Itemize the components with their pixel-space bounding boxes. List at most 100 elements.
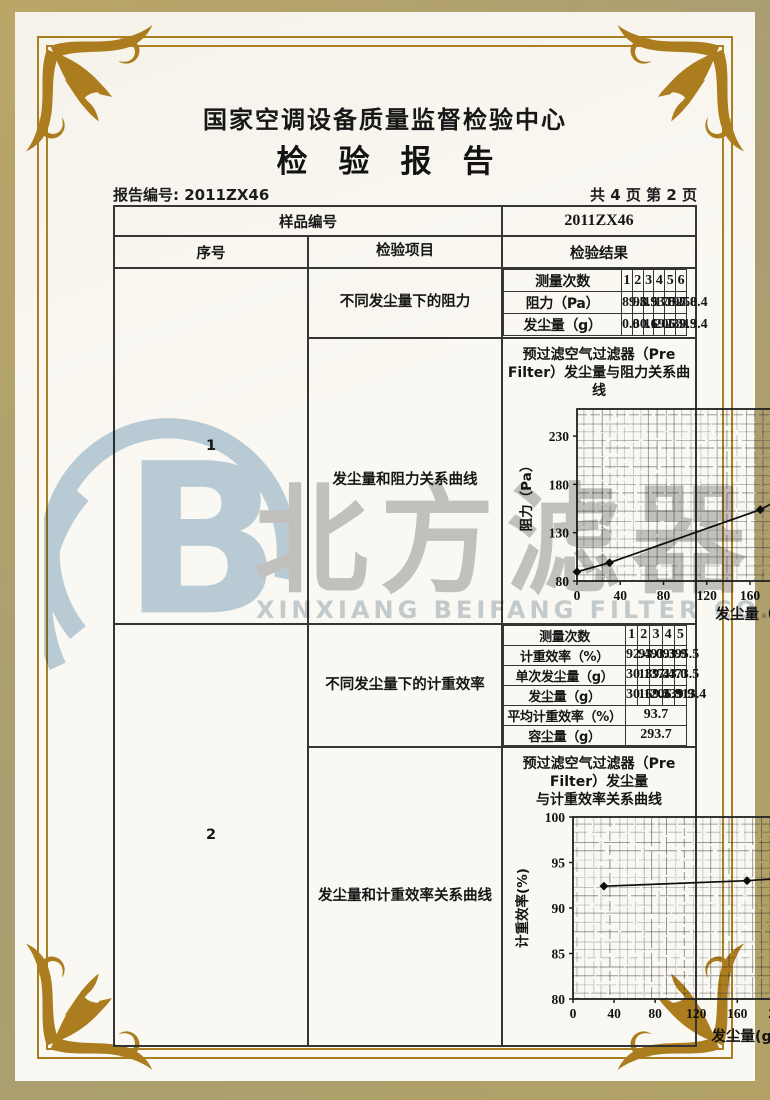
table-cell: 93.9 bbox=[661, 644, 687, 666]
table-cell: 169.5 bbox=[642, 313, 675, 336]
table-cell: 206.9 bbox=[653, 313, 686, 336]
table-row: 2 不同发尘量下的计重效率 测量次数 1 2 3 4 5 计重效率（%） 92.4 93.0 93… bbox=[113, 622, 706, 1048]
table-cell: 93.0 bbox=[637, 644, 663, 666]
table-cell: 139.4 bbox=[637, 664, 670, 686]
table-row: 容尘量（g） 293.7 bbox=[503, 724, 687, 746]
sample-row: 样品编号 2011ZX46 bbox=[113, 205, 697, 237]
row-label: 容尘量（g） bbox=[503, 724, 626, 746]
resistance-chart-block: 预过滤空气过滤器（Pre Filter）发尘量与阻力关系曲线 0 40 80 120 1… bbox=[503, 339, 770, 623]
table-row: 测量次数 1 2 3 4 5 bbox=[503, 624, 688, 646]
svg-text:80: 80 bbox=[552, 992, 566, 1007]
table-cell: 197.8 bbox=[664, 291, 697, 314]
table-cell: 30.1 bbox=[624, 664, 651, 686]
header-row: 序号 检验项目 检验结果 bbox=[113, 235, 697, 269]
table-cell: 3 bbox=[649, 624, 663, 646]
efficiency-chart-title-line2: 与计重效率关系曲线 bbox=[536, 791, 662, 808]
table-cell: 30.1 bbox=[631, 313, 657, 336]
row-label: 单次发尘量（g） bbox=[503, 664, 626, 686]
efficiency-chart: 0408012016020024028032080859095100发尘量(g)… bbox=[514, 811, 770, 1045]
col-header-result: 检验结果 bbox=[501, 235, 697, 269]
efficiency-chart-block: 预过滤空气过滤器（Pre Filter）发尘量 与计重效率关系曲线 0 40 80 1… bbox=[503, 748, 770, 1045]
svg-text:80: 80 bbox=[657, 588, 671, 603]
table-cell: 33.0 bbox=[661, 664, 687, 686]
svg-text:80: 80 bbox=[556, 574, 570, 589]
svg-text:95: 95 bbox=[552, 856, 566, 871]
table-cell: 175.8 bbox=[653, 291, 686, 314]
svg-text:120: 120 bbox=[697, 588, 718, 603]
report-title: 检 验 报 告 bbox=[276, 144, 494, 180]
svg-text:40: 40 bbox=[607, 1006, 621, 1021]
table-cell: 239.9 bbox=[661, 684, 694, 706]
table-row: 计重效率（%） 92.4 93.0 93.3 93.9 95.5 bbox=[503, 644, 699, 666]
svg-text:180: 180 bbox=[549, 477, 570, 492]
svg-text:85: 85 bbox=[552, 947, 566, 962]
table-row: 1 不同发尘量下的阻力 测量次数 1 2 3 4 5 6 阻力（Pa） 89.5 98.9 153.… bbox=[113, 267, 708, 625]
col-header-item: 检验项目 bbox=[307, 235, 503, 269]
col-header-seq: 序号 bbox=[113, 235, 309, 269]
table-cell: 250.4 bbox=[675, 291, 708, 314]
sample-value: 2011ZX46 bbox=[501, 205, 697, 237]
svg-text:发尘量（g）: 发尘量（g） bbox=[715, 605, 770, 623]
section1-seq: 1 bbox=[113, 267, 309, 625]
resistance-chart-title: 预过滤空气过滤器（Pre Filter）发尘量与阻力关系曲线 bbox=[507, 347, 691, 400]
row-label: 阻力（Pa） bbox=[503, 291, 622, 314]
report-number: 报告编号: 2011ZX46 bbox=[113, 186, 270, 204]
table-cell: 73.5 bbox=[673, 664, 699, 686]
table-row: 发尘量和阻力关系曲线 预过滤空气过滤器（Pre Filter）发尘量与阻力关系曲… bbox=[114, 337, 770, 625]
table-cell: 313.4 bbox=[675, 313, 708, 336]
table-row: 平均计重效率（%） 93.7 bbox=[503, 704, 687, 726]
table-cell: 37.4 bbox=[649, 664, 675, 686]
merged-value-cell: 293.7 bbox=[625, 724, 687, 746]
main-table: 样品编号 2011ZX46 序号 检验项目 检验结果 1 不同发尘量下的阻力 测… bbox=[113, 205, 770, 1048]
row-label: 测量次数 bbox=[503, 269, 622, 292]
svg-text:90: 90 bbox=[552, 901, 566, 916]
svg-text:160: 160 bbox=[727, 1006, 748, 1021]
table-cell: 2 bbox=[637, 624, 651, 646]
row-label: 计重效率（%） bbox=[503, 644, 626, 666]
svg-text:40: 40 bbox=[613, 588, 627, 603]
table-row: 发尘量和计重效率关系曲线 预过滤空气过滤器（Pre Filter）发尘量 与计重… bbox=[114, 745, 770, 1048]
table-cell: 6 bbox=[675, 269, 687, 292]
table-cell: 313.4 bbox=[673, 684, 706, 706]
svg-text:发尘量(g): 发尘量(g) bbox=[710, 1027, 770, 1045]
table-cell: 169.5 bbox=[637, 684, 670, 706]
section1-item-resistance: 不同发尘量下的阻力 bbox=[307, 267, 503, 339]
sample-label: 样品编号 bbox=[113, 205, 503, 237]
row-label: 平均计重效率（%） bbox=[503, 704, 626, 726]
svg-text:0: 0 bbox=[574, 588, 581, 603]
svg-text:230: 230 bbox=[549, 429, 570, 444]
table-cell: 5 bbox=[673, 624, 688, 646]
table-cell: 1 bbox=[621, 269, 633, 292]
table-cell: 92.4 bbox=[624, 644, 651, 666]
svg-text:阻力（Pa）: 阻力（Pa） bbox=[518, 458, 535, 531]
svg-text:200: 200 bbox=[768, 1006, 770, 1021]
table-cell: 30.1 bbox=[624, 684, 651, 706]
efficiency-data-table: 测量次数 1 2 3 4 5 计重效率（%） 92.4 93.0 93.3 93.9 95.5 单次发尘… bbox=[503, 624, 706, 746]
row-label: 测量次数 bbox=[503, 624, 626, 646]
table-cell: 1 bbox=[624, 624, 639, 646]
row-label: 发尘量（g） bbox=[503, 313, 622, 336]
svg-text:160: 160 bbox=[740, 588, 761, 603]
efficiency-chart-title-line1: 预过滤空气过滤器（Pre Filter）发尘量 bbox=[522, 755, 676, 790]
merged-value-cell: 93.7 bbox=[625, 704, 687, 726]
inspection-center-name: 国家空调设备质量监督检验中心 bbox=[203, 106, 567, 134]
svg-text:计重效率(%): 计重效率(%) bbox=[514, 868, 531, 948]
table-cell: 4 bbox=[661, 624, 675, 646]
table-cell: 2 bbox=[631, 269, 644, 292]
svg-text:130: 130 bbox=[549, 525, 570, 540]
table-cell: 4 bbox=[653, 269, 666, 292]
svg-text:0: 0 bbox=[570, 1006, 577, 1021]
table-cell: 95.5 bbox=[673, 644, 699, 666]
table-cell: 153.8 bbox=[642, 291, 675, 314]
table-cell: 93.3 bbox=[649, 644, 675, 666]
table-row: 测量次数 1 2 3 4 5 6 bbox=[503, 269, 687, 292]
table-cell: 3 bbox=[642, 269, 655, 292]
svg-text:100: 100 bbox=[545, 811, 566, 825]
svg-text:80: 80 bbox=[648, 1006, 662, 1021]
section2-item-curve: 发尘量和计重效率关系曲线 bbox=[307, 745, 503, 1048]
table-row: 发尘量（g） 30.1 169.5 206.9 239.9 313.4 bbox=[503, 684, 706, 706]
row-label: 发尘量（g） bbox=[503, 684, 626, 706]
section2-item-efficiency: 不同发尘量下的计重效率 bbox=[307, 622, 503, 748]
table-cell: 98.9 bbox=[631, 291, 657, 314]
